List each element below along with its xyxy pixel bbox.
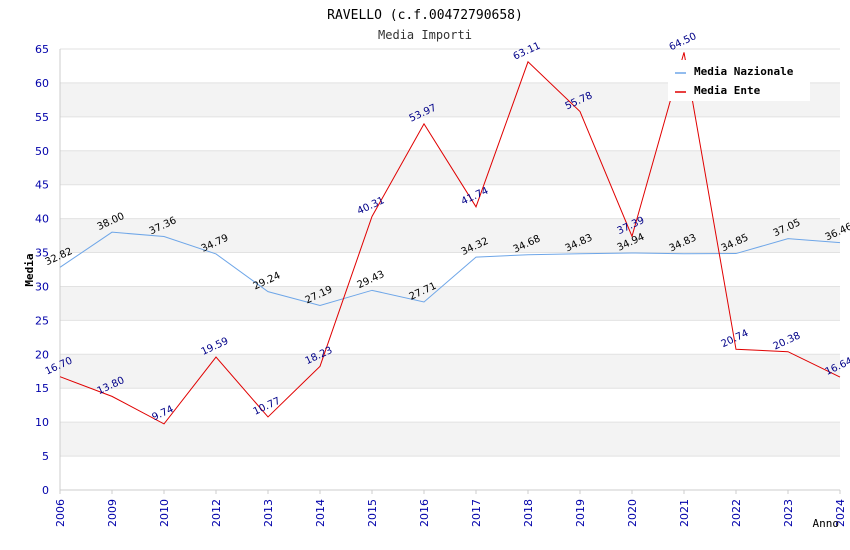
chart-subtitle: Media Importi	[378, 28, 472, 42]
grid-band	[60, 184, 840, 219]
grid-band	[60, 218, 840, 253]
x-tick-label: 2021	[678, 499, 691, 527]
grid-band	[60, 456, 840, 490]
grid-band	[60, 286, 840, 321]
series-line-media-ente	[59, 52, 841, 425]
x-tick-label: 2015	[366, 499, 379, 527]
chart-title: RAVELLO (c.f.00472790658)	[327, 8, 523, 23]
y-tick-label: 40	[35, 213, 49, 226]
legend-label-media-ente: Media Ente	[694, 84, 761, 97]
x-tick-label: 2014	[314, 499, 327, 527]
y-tick-label: 5	[42, 450, 49, 463]
series-line-media-nazionale	[59, 231, 841, 307]
x-tick-label: 2006	[54, 499, 67, 527]
y-tick-label: 10	[35, 416, 49, 429]
y-tick-label: 15	[35, 382, 49, 395]
x-tick-labels: 2006 2009 2010 2012 2013 2014 2015 2016 2017 2018…	[54, 490, 847, 527]
x-tick-label: 2023	[782, 499, 795, 527]
x-tick-label: 2009	[106, 499, 119, 527]
y-axis-label: Media	[23, 253, 36, 286]
grid-band	[60, 150, 840, 185]
grid-band	[60, 388, 840, 423]
y-tick-label: 35	[35, 247, 49, 260]
x-tick-label: 2020	[626, 499, 639, 527]
y-tick-label: 25	[35, 314, 49, 327]
x-tick-label: 2024	[834, 499, 847, 527]
x-tick-label: 2018	[522, 499, 535, 527]
y-tick-label: 45	[35, 179, 49, 192]
y-tick-labels: 0 5 10 15 20 25 30 35 40 45 50 55 60 65	[35, 43, 49, 497]
legend-box	[668, 60, 810, 101]
y-tick-label: 50	[35, 145, 49, 158]
grid-band	[60, 422, 840, 457]
y-tick-label: 65	[35, 43, 49, 56]
x-tick-label: 2022	[730, 499, 743, 527]
grid-band	[60, 354, 840, 389]
y-tick-label: 55	[35, 111, 49, 124]
x-tick-label: 2019	[574, 499, 587, 527]
x-tick-label: 2013	[262, 499, 275, 527]
grid-band	[60, 116, 840, 151]
x-axis-label: Anno	[813, 517, 840, 530]
y-tick-label: 30	[35, 280, 49, 293]
x-tick-label: 2017	[470, 499, 483, 527]
legend: Media Nazionale Media Ente	[668, 60, 810, 101]
y-tick-label: 60	[35, 77, 49, 90]
grid-bands	[60, 49, 840, 490]
y-tick-label: 20	[35, 348, 49, 361]
grid-band	[60, 252, 840, 287]
x-tick-label: 2016	[418, 499, 431, 527]
legend-label-media-nazionale: Media Nazionale	[694, 65, 794, 78]
grid-band	[60, 320, 840, 355]
x-tick-label: 2012	[210, 499, 223, 527]
x-tick-label: 2010	[158, 499, 171, 527]
y-tick-label: 0	[42, 484, 49, 497]
